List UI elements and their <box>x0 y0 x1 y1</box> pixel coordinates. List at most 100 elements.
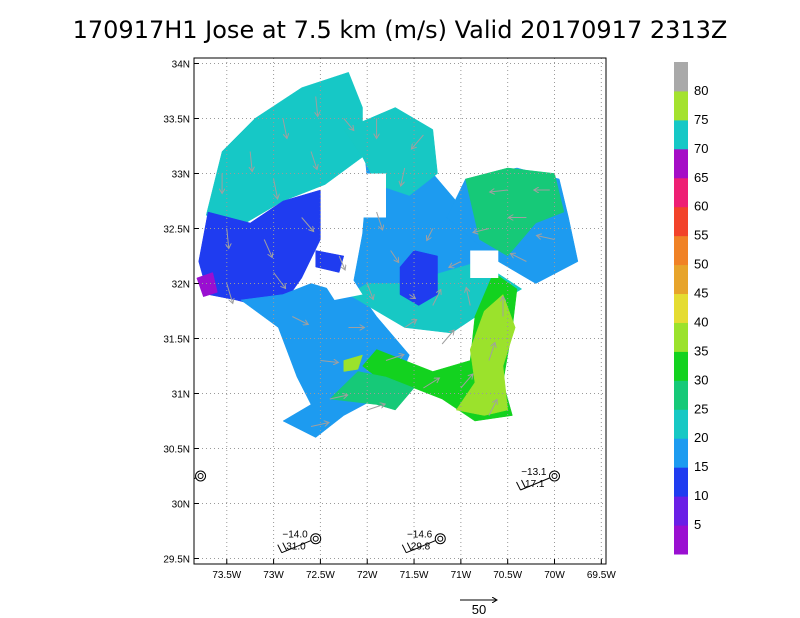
colorbar-swatch-8 <box>674 293 688 323</box>
wind-vector-29 <box>427 228 434 241</box>
no-data-hole-1 <box>470 250 499 278</box>
colorbar-label-8: 45 <box>694 286 708 301</box>
wind-vector-22 <box>441 330 454 345</box>
wind-vector-24 <box>466 288 471 306</box>
colorbar-label-11: 60 <box>694 199 708 214</box>
observations: −14.031.0 −14.629.8 −13.117.1 <box>163 467 560 554</box>
wind-region-0 <box>205 71 363 224</box>
observation-0 <box>163 470 207 490</box>
colorbar-swatch-14 <box>674 119 688 150</box>
barb-flag <box>516 481 521 491</box>
plot-area: −14.031.0 −14.629.8 −13.117.1 73.5W 73W 72.5… <box>163 57 616 581</box>
no-data-hole-2 <box>320 272 363 300</box>
colorbar-label-0: 5 <box>694 517 701 532</box>
wind-vector-43 <box>310 423 329 427</box>
observation-center <box>312 535 319 542</box>
wind-vector-8 <box>263 239 272 258</box>
colorbar-label-5: 30 <box>694 372 708 387</box>
plot-frame <box>193 57 607 565</box>
colorbar-swatch-9 <box>674 264 688 295</box>
observation-ring <box>549 470 560 482</box>
colorbar-swatch-0 <box>674 525 688 555</box>
wind-vector-34 <box>510 254 527 262</box>
colorbar-swatch-16 <box>674 62 688 92</box>
wind-vector-15 <box>367 404 385 411</box>
wind-vector-2 <box>282 118 287 139</box>
colorbar-swatch-2 <box>674 467 688 497</box>
barb-flag <box>406 542 412 551</box>
y-tick-label-4: 31.5N <box>163 335 190 346</box>
colorbar-label-7: 40 <box>694 314 708 329</box>
y-axis: 29.5N 30N 30.5N 31N 31.5N 32N 32.5N 33N 33.5N 34N <box>163 60 199 566</box>
wind-vector-39 <box>411 134 424 149</box>
colorbar-swatch-12 <box>674 177 688 208</box>
wind-region-9 <box>329 371 415 411</box>
observation-label-temp: −14.0 <box>282 530 308 541</box>
y-tick-label-7: 33N <box>172 170 190 181</box>
y-tick-label-5: 32N <box>172 280 190 291</box>
wind-vector-41 <box>338 255 345 270</box>
wind-vector-35 <box>490 190 508 192</box>
barb-flag <box>168 480 172 488</box>
wind-vector-37 <box>376 211 383 230</box>
colorbar-label-2: 15 <box>694 459 708 474</box>
y-tick-label-3: 31N <box>172 390 190 401</box>
colorbar-label-15: 80 <box>694 83 708 98</box>
wind-vector-7 <box>227 228 229 249</box>
barb-flag <box>282 542 288 551</box>
observation-ring <box>195 470 207 482</box>
observation-1: −14.031.0 <box>277 530 322 554</box>
x-tick-label-2: 72.5W <box>306 570 335 581</box>
observation-label-temp: −13.1 <box>521 467 547 478</box>
colorbar-label-12: 65 <box>694 170 708 185</box>
wind-vector-26 <box>404 320 417 328</box>
wind-vector-12 <box>292 316 308 325</box>
reference-vector-label: 50 <box>472 602 486 617</box>
observation-center <box>197 473 204 479</box>
observation-label-speed: 31.0 <box>286 542 306 553</box>
wind-vector-3 <box>316 96 318 117</box>
x-tick-label-4: 71.5W <box>400 570 429 581</box>
wind-vector-25 <box>432 290 441 306</box>
wind-vector-33 <box>537 236 555 240</box>
wind-vector-11 <box>273 272 286 289</box>
barb-flag <box>521 479 526 489</box>
wind-region-2 <box>196 272 218 298</box>
wind-vector-1 <box>250 151 252 172</box>
barb-flag <box>163 482 167 490</box>
wind-vector-6 <box>343 118 354 131</box>
no-data-hole-0 <box>343 173 386 218</box>
wind-vector-5 <box>310 151 317 170</box>
wind-vector-4 <box>273 178 278 199</box>
wind-vector-42 <box>409 295 415 299</box>
colorbar-swatch-5 <box>674 380 688 410</box>
x-axis: 73.5W 73W 72.5W 72W 71.5W 71W 70.5W 70W 69.5W <box>212 559 616 581</box>
colorbar-swatch-7 <box>674 322 688 352</box>
gridlines <box>194 58 606 564</box>
colorbar-label-10: 55 <box>694 228 708 243</box>
y-tick-label-8: 33.5N <box>163 115 190 126</box>
barb-flag <box>277 544 283 553</box>
wind-vector-20 <box>488 400 497 416</box>
colorbar-label-1: 10 <box>694 488 708 503</box>
reference-vector: 50 <box>460 600 497 617</box>
colorbar-label-14: 75 <box>694 112 708 127</box>
observation-3: −13.117.1 <box>516 467 560 491</box>
wind-vector-28 <box>390 250 399 263</box>
colorbar-label-6: 35 <box>694 343 708 358</box>
wind-vector-21 <box>488 343 495 361</box>
barb-staff <box>194 477 196 480</box>
observation-center <box>437 535 444 542</box>
colorbar-swatch-13 <box>674 148 688 179</box>
x-tick-label-3: 72W <box>357 570 378 581</box>
y-tick-label-0: 29.5N <box>163 555 190 566</box>
wind-region-7 <box>348 261 523 334</box>
wind-vector-38 <box>401 167 406 186</box>
wind-vector-14 <box>329 395 348 400</box>
wind-vector-30 <box>449 261 462 268</box>
wind-region-11 <box>343 354 363 372</box>
colorbar-label-9: 50 <box>694 257 708 272</box>
colorbar-swatch-3 <box>674 438 688 468</box>
y-tick-label-1: 30N <box>172 500 190 511</box>
observation-ring <box>310 533 322 545</box>
